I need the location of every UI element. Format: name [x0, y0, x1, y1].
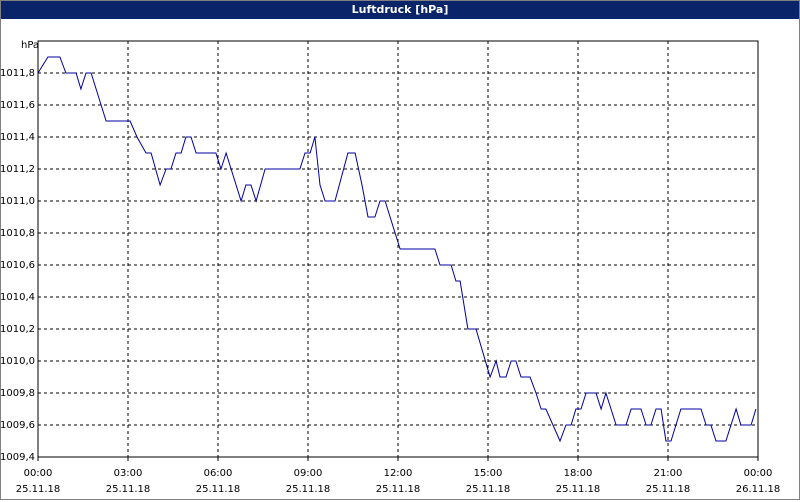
y-tick-label: 1010,8: [1, 228, 35, 239]
x-tick-date: 25.11.18: [646, 484, 691, 495]
x-tick-label: 06:00: [204, 468, 233, 479]
x-tick-date: 25.11.18: [466, 484, 511, 495]
title-bar: Luftdruck [hPa]: [1, 1, 799, 19]
y-tick-label: 1011,8: [1, 68, 35, 79]
y-tick-label: 1011,6: [1, 100, 35, 111]
x-tick-date: 25.11.18: [556, 484, 601, 495]
y-tick-label: 1009,4: [1, 452, 35, 463]
x-tick-label: 18:00: [564, 468, 593, 479]
x-tick-date: 25.11.18: [376, 484, 421, 495]
x-tick-label: 03:00: [114, 468, 143, 479]
x-tick-label: 00:00: [744, 468, 773, 479]
x-tick-label: 21:00: [654, 468, 683, 479]
x-tick-date: 25.11.18: [196, 484, 241, 495]
y-tick-label: 1009,8: [1, 388, 35, 399]
x-tick-label: 12:00: [384, 468, 413, 479]
y-tick-label: 1010,2: [1, 324, 35, 335]
x-tick-date: 25.11.18: [286, 484, 331, 495]
x-tick-date: 25.11.18: [106, 484, 151, 495]
x-tick-label: 15:00: [474, 468, 503, 479]
y-tick-label: 1011,2: [1, 164, 35, 175]
plot-frame: [37, 40, 759, 458]
data-line: [37, 56, 757, 443]
chart: hPa 1009,4 1009,6 1009,8 1010,0 1010,2 1010,4…: [0, 40, 781, 495]
x-tick-date: 26.11.18: [736, 484, 781, 495]
x-tick-date: 25.11.18: [16, 484, 61, 495]
y-tick-label: 1009,6: [1, 420, 35, 431]
y-tick-label: 1010,0: [1, 356, 35, 367]
y-tick-label: 1011,4: [1, 132, 35, 143]
x-tick-label: 09:00: [294, 468, 323, 479]
y-tick-label: 1010,4: [1, 292, 35, 303]
x-tick-label: 00:00: [24, 468, 53, 479]
y-tick-label: 1010,6: [1, 260, 35, 271]
y-tick-label: 1011,0: [1, 196, 35, 207]
y-axis-unit: hPa: [21, 40, 39, 51]
